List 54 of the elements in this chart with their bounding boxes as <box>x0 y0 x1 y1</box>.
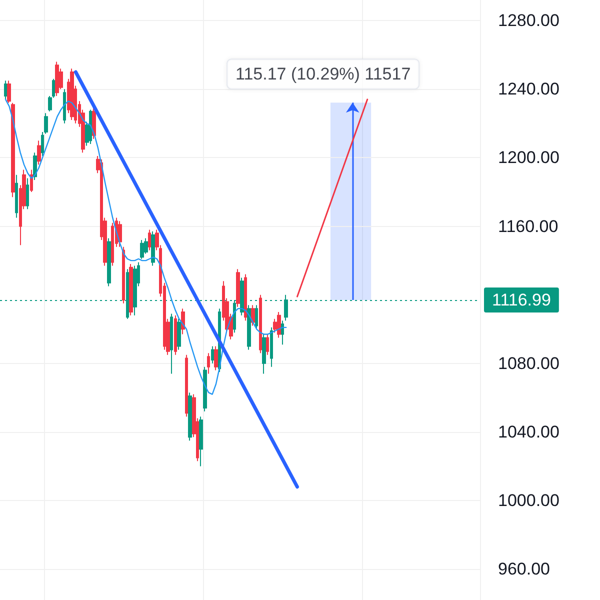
candlestick <box>63 88 66 124</box>
line-series <box>4 98 287 395</box>
candlestick <box>207 352 210 374</box>
candlestick <box>281 320 284 346</box>
candlestick <box>55 61 59 96</box>
candlestick <box>11 102 15 198</box>
candlestick <box>251 304 255 326</box>
candlestick <box>174 314 177 356</box>
candlestick <box>89 109 92 144</box>
candlestick <box>148 229 151 251</box>
candlestick <box>203 366 207 412</box>
candlestick <box>240 277 244 316</box>
candlestick <box>140 240 144 260</box>
candlestick <box>266 334 269 356</box>
y-tick-label: 1000.00 <box>498 491 560 510</box>
candlestick <box>7 80 11 104</box>
y-tick-label: 1080.00 <box>498 354 560 373</box>
candlestick <box>122 246 125 304</box>
candlestick <box>133 265 137 316</box>
candlestick <box>270 326 273 368</box>
candlestick <box>70 68 74 120</box>
candlestick <box>236 268 240 308</box>
candlestick <box>129 264 133 316</box>
y-tick-label: 1240.00 <box>498 80 560 99</box>
candlestick <box>151 230 155 266</box>
ref-line-label: 1116.99 <box>492 290 551 310</box>
candlestick <box>170 313 173 374</box>
candlestick <box>26 178 29 210</box>
candlestick <box>262 334 266 374</box>
candlestick <box>214 346 218 371</box>
candlestick <box>37 140 41 166</box>
candlestick <box>118 220 122 248</box>
candlestick <box>15 174 18 218</box>
candlestick <box>33 152 37 180</box>
y-tick-label: 1040.00 <box>498 422 560 442</box>
candlestick <box>284 294 288 322</box>
y-tick-label: 960.00 <box>498 560 550 579</box>
candlestick <box>244 274 247 322</box>
y-tick-label: 1160.00 <box>498 216 558 236</box>
candlestick <box>211 346 214 364</box>
y-tick-label: 1200.00 <box>498 148 560 168</box>
annotation: 115.17 (10.29%) 11517 <box>235 64 411 84</box>
candlestick <box>4 80 7 100</box>
candlestick <box>199 416 203 467</box>
candlestick <box>92 108 96 140</box>
candlestick <box>259 294 262 354</box>
candlestick <box>177 318 181 350</box>
candlestick <box>255 304 258 330</box>
candlestick <box>188 392 192 442</box>
y-tick-label: 1280.00 <box>498 11 560 30</box>
candlestick <box>107 238 111 287</box>
candlestick <box>247 304 251 350</box>
candlestick <box>185 354 188 418</box>
candlestick <box>277 312 281 338</box>
